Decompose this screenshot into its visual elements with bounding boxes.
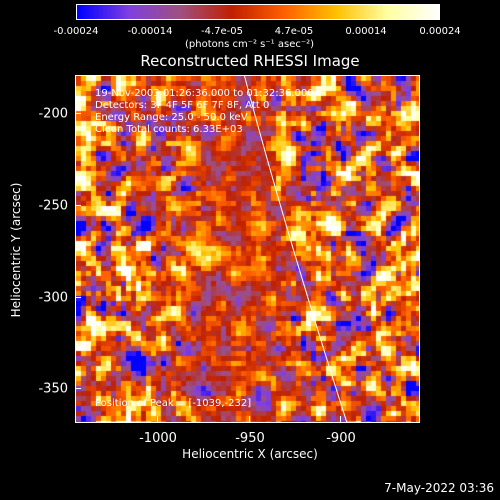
x-tick-mark [340,416,341,422]
x-axis-label: Heliocentric X (arcsec) [182,447,318,461]
colorbar-tick: 0.00024 [419,26,461,37]
y-tick-label: -350 [38,381,68,397]
colorbar-tick: 4.7e-05 [274,26,314,37]
colorbar [76,4,440,20]
y-tick-label: -250 [38,198,68,214]
x-tick-label: -900 [326,431,356,446]
image-title: Reconstructed RHESSI Image [140,52,360,70]
colorbar-tick: -0.00024 [53,26,99,37]
info-detectors: Detectors: 3F 4F 5F 6F 7F 8F, Att 0 [95,100,270,111]
colorbar-unit-label: (photons cm⁻² s⁻¹ asec⁻²) [185,39,315,50]
colorbar-tick: 0.00014 [345,26,387,37]
y-tick-mark [75,113,81,114]
info-energy-range: Energy Range: 25.0 - 50.0 keV [95,112,248,123]
footer-date: 7-May-2022 03:36 [384,481,494,495]
y-tick-label: -200 [38,106,68,122]
solar-limb-overlay [244,76,348,422]
info-peak-position: Position of Peak = [-1039,-232] [95,398,252,409]
x-tick-label: -950 [235,431,265,446]
info-time-range: 19-Nov-2003 01:26:36.000 to 01:32:36.000 [95,88,314,99]
colorbar-tick: -4.7e-05 [201,26,243,37]
y-tick-label: -300 [38,290,68,306]
rhessi-image [76,76,419,422]
y-axis-label: Heliocentric Y (arcsec) [9,182,23,318]
y-tick-mark [75,388,81,389]
x-tick-mark [249,416,250,422]
solar-limb-line [244,76,348,422]
x-tick-label: -1000 [139,431,177,446]
x-tick-mark [157,416,158,422]
colorbar-tick: -0.00014 [127,26,173,37]
info-clean-counts: Clean Total counts: 6.33E+03 [95,124,243,135]
y-tick-mark [75,205,81,206]
y-tick-mark [75,297,81,298]
image-frame: 19-Nov-2003 01:26:36.000 to 01:32:36.000… [75,75,420,423]
